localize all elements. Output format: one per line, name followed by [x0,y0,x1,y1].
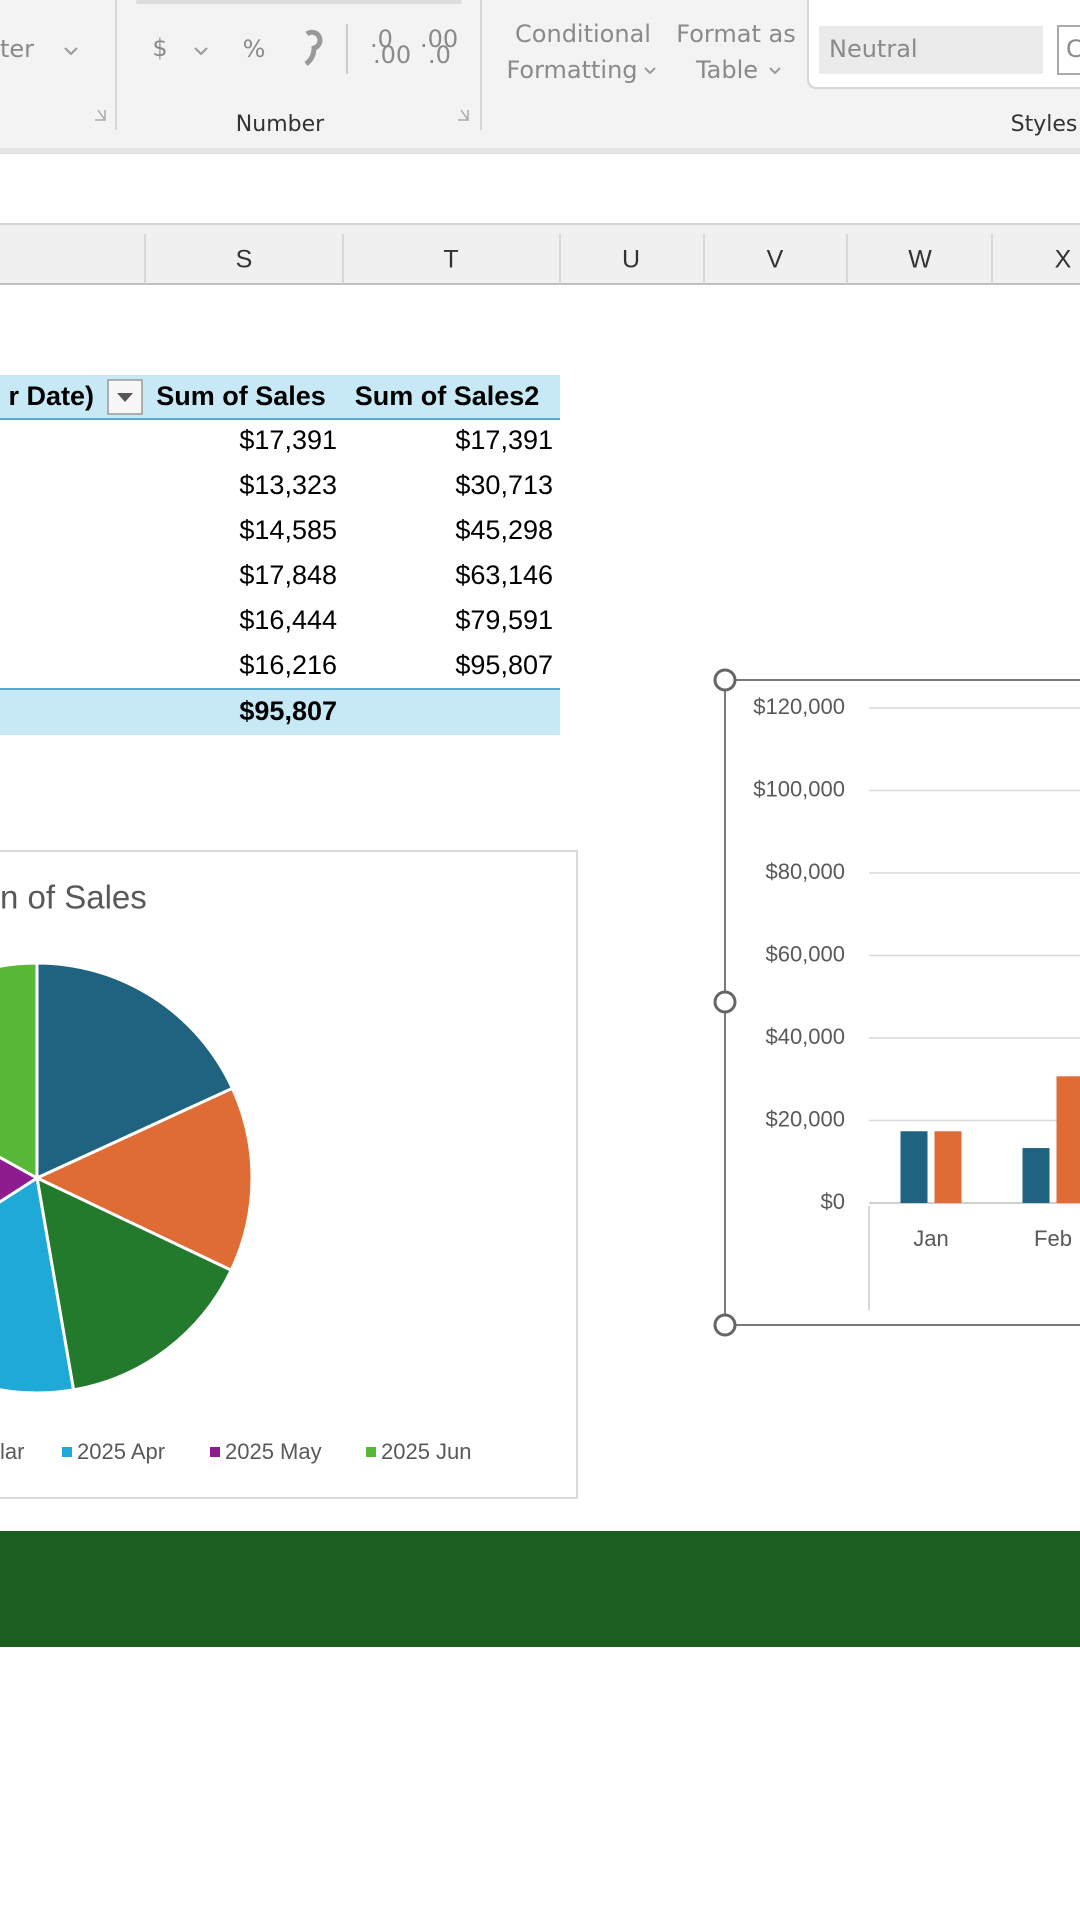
group-label: Number [236,112,325,137]
legend-marker [210,1447,220,1457]
decrease-decimal[interactable]: .00 [420,25,458,53]
pie-chart-title: n of Sales [0,879,147,916]
pie-slice[interactable] [0,961,39,1181]
pivot-total: $95,807 [239,696,337,726]
style-cell[interactable] [1057,25,1080,75]
currency-button[interactable]: $ [152,34,167,62]
pivot-cell: $95,807 [455,650,553,680]
pivot-header: Sum of Sales [156,381,326,411]
y-tick-label: $0 [821,1189,845,1214]
pivot-header: r Date) [8,381,94,411]
pivot-cell: $17,391 [455,425,553,455]
comma-style-icon[interactable] [304,29,323,66]
filter-arrow [117,393,133,402]
pivot-cell: $17,848 [239,560,337,590]
group-label: Styles [1011,112,1078,137]
y-tick-label: $40,000 [765,1024,845,1049]
alignment-fragment: ter [0,35,34,63]
pivot-cell: $79,591 [455,605,553,635]
pivot-header-row [0,375,560,419]
format-as-table[interactable]: Format as [676,20,795,48]
pie-slice[interactable] [0,1074,40,1295]
column-header[interactable]: W [908,246,932,274]
status-bar [0,1531,1080,1647]
format-as-table[interactable]: Table [695,56,758,84]
pivot-cell: $14,585 [239,515,337,545]
bar-chart-area[interactable] [724,679,1080,1326]
pie-slice[interactable] [35,1175,234,1392]
y-tick-label: $100,000 [753,776,845,801]
y-tick-label: $20,000 [765,1106,845,1131]
conditional-formatting[interactable]: Conditional [515,20,651,48]
pivot-cell: $16,444 [239,605,337,635]
y-tick-label: $120,000 [753,694,845,719]
style-cell[interactable] [819,26,1043,74]
pivot-cell: $30,713 [455,470,553,500]
pivot-cell: $13,323 [239,470,337,500]
bar[interactable] [900,1131,928,1203]
dropdown-chevron[interactable] [194,47,208,56]
bar[interactable] [1056,1076,1080,1203]
number-format-box[interactable] [136,0,462,4]
percent-button[interactable]: % [243,35,266,63]
legend-label: 2025 Jun [381,1439,472,1464]
pie-slice[interactable] [0,1175,76,1395]
x-tick-label: Jan [913,1226,948,1251]
pivot-cell: $63,146 [455,560,553,590]
style-neutral[interactable]: Neutral [829,35,918,63]
column-header[interactable]: U [622,246,640,274]
increase-decimal[interactable]: .00 [373,41,411,69]
conditional-formatting[interactable]: Formatting [506,56,637,84]
formula-bar [0,154,1080,224]
column-header-row [0,224,1080,284]
dropdown-chevron[interactable] [64,47,78,56]
resize-handle[interactable] [713,1313,737,1337]
pie-slice[interactable] [35,961,235,1181]
ribbon-shadow [0,148,1080,154]
legend-label: lar [0,1439,24,1464]
dialog-launcher[interactable] [95,109,106,121]
legend-label: 2025 May [225,1439,322,1464]
pivot-header: Sum of Sales2 [355,381,540,411]
style-cell-fragment[interactable]: C [1066,35,1080,63]
pivot-cell: $17,391 [239,425,337,455]
dialog-launcher[interactable] [458,109,469,121]
column-header[interactable]: X [1055,246,1072,274]
column-header[interactable]: S [236,246,253,274]
column-header[interactable]: V [767,246,784,274]
bar[interactable] [1022,1148,1050,1203]
y-tick-label: $60,000 [765,941,845,966]
legend-marker [366,1447,376,1457]
column-header[interactable]: T [443,246,458,274]
pivot-cell: $16,216 [239,650,337,680]
pivot-cell: $45,298 [455,515,553,545]
dropdown-chevron[interactable] [644,67,781,75]
x-tick-label: Feb [1034,1226,1072,1251]
resize-handle[interactable] [713,668,737,692]
legend-marker [62,1447,72,1457]
bar[interactable] [934,1131,962,1203]
pie-slice[interactable] [33,1086,254,1273]
y-tick-label: $80,000 [765,859,845,884]
increase-decimal[interactable]: .0 [370,25,393,53]
legend-label: 2025 Apr [77,1439,165,1464]
decrease-decimal[interactable]: .0 [428,41,451,69]
resize-handle[interactable] [713,990,737,1014]
pivot-total-row [0,689,560,735]
